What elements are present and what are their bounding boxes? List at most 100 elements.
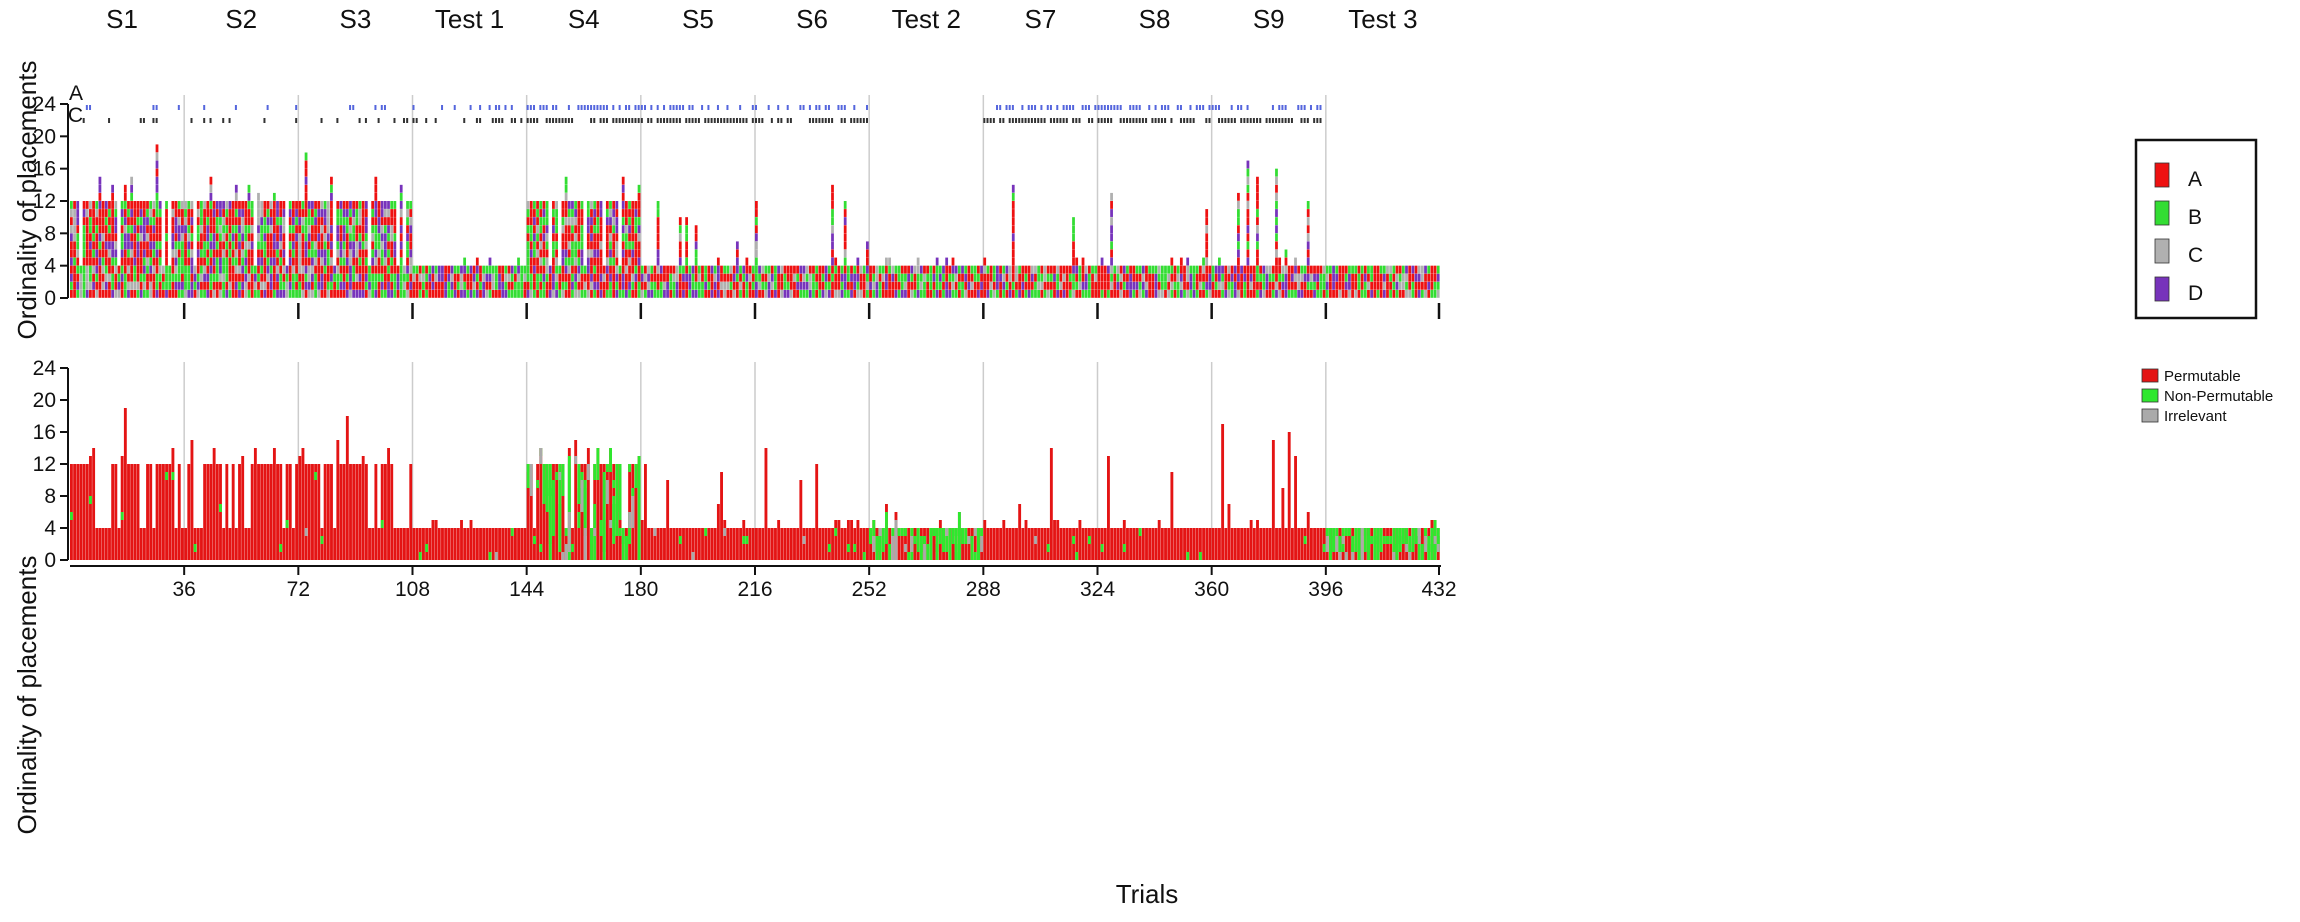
trial-cell bbox=[1110, 233, 1113, 242]
marker-c bbox=[513, 118, 516, 123]
trial-cell bbox=[355, 241, 359, 250]
trial-segment bbox=[1354, 528, 1358, 536]
trial-cell bbox=[1081, 289, 1085, 298]
trial-cell bbox=[1227, 273, 1231, 282]
trial-cell bbox=[1065, 281, 1069, 290]
trial-cell bbox=[311, 281, 314, 290]
marker-c bbox=[434, 118, 437, 123]
trial-cell bbox=[812, 265, 815, 274]
trial-cell bbox=[1278, 281, 1282, 290]
trial-cell bbox=[615, 201, 619, 209]
trial-cell bbox=[304, 289, 308, 298]
marker-c bbox=[691, 118, 694, 123]
legend-swatch bbox=[2141, 388, 2159, 403]
trial-cell bbox=[266, 249, 270, 258]
trial-segment bbox=[583, 512, 587, 560]
trial-cell bbox=[996, 289, 999, 298]
trial-cell bbox=[907, 273, 910, 282]
marker-c bbox=[634, 118, 637, 123]
trial-cell bbox=[1256, 257, 1259, 266]
trial-bar bbox=[1224, 528, 1228, 560]
trial-cell bbox=[980, 289, 983, 298]
trial-cell bbox=[1018, 281, 1021, 290]
trial-cell bbox=[1059, 273, 1063, 282]
trial-cell bbox=[142, 257, 146, 266]
trial-segment bbox=[529, 464, 533, 496]
trial-bar bbox=[342, 464, 346, 560]
trial-cell bbox=[149, 281, 153, 290]
trial-cell bbox=[685, 241, 689, 250]
trial-cell bbox=[1411, 281, 1415, 290]
trial-cell bbox=[1278, 265, 1282, 274]
trial-cell bbox=[111, 249, 114, 258]
trial-cell bbox=[831, 249, 834, 258]
trial-cell bbox=[580, 281, 584, 290]
trial-bar bbox=[1189, 528, 1193, 560]
trial-bar bbox=[815, 464, 819, 560]
trial-cell bbox=[228, 257, 232, 266]
trial-cell bbox=[1275, 273, 1278, 282]
trial-segment bbox=[418, 552, 422, 560]
trial-cell bbox=[1018, 273, 1021, 282]
trial-cell bbox=[621, 273, 625, 282]
trial-cell bbox=[526, 201, 530, 209]
trial-cell bbox=[805, 289, 809, 298]
trial-cell bbox=[964, 281, 968, 290]
trial-cell bbox=[187, 217, 191, 226]
trial-cell bbox=[885, 289, 888, 298]
trial-bar bbox=[1091, 528, 1095, 560]
trial-cell bbox=[637, 217, 641, 226]
trial-cell bbox=[288, 273, 292, 282]
trial-bar bbox=[900, 528, 904, 560]
trial-cell bbox=[564, 257, 568, 266]
trial-cell bbox=[358, 281, 362, 290]
marker-c bbox=[1021, 118, 1024, 123]
trial-cell bbox=[304, 225, 308, 234]
marker-c bbox=[1072, 118, 1075, 123]
trial-bar bbox=[1275, 528, 1278, 560]
trial-cell bbox=[269, 289, 273, 298]
trial-cell bbox=[238, 241, 241, 250]
trial-bar bbox=[238, 464, 241, 560]
trial-cell bbox=[123, 201, 127, 209]
trial-bar bbox=[371, 528, 375, 560]
trial-segment bbox=[980, 528, 984, 552]
trial-bar bbox=[821, 528, 825, 560]
trial-cell bbox=[1145, 273, 1148, 282]
trial-cell bbox=[1344, 289, 1348, 298]
trial-cell bbox=[593, 217, 597, 226]
trial-bar bbox=[707, 528, 711, 560]
trial-cell bbox=[345, 249, 349, 258]
trial-cell bbox=[361, 241, 365, 250]
trial-bar bbox=[161, 464, 165, 560]
marker-c bbox=[320, 118, 323, 123]
trial-bar bbox=[396, 528, 400, 560]
trial-cell bbox=[456, 289, 460, 298]
trial-bar bbox=[672, 528, 676, 560]
trial-cell bbox=[79, 289, 83, 298]
trial-cell bbox=[428, 273, 432, 282]
trial-bar bbox=[1078, 520, 1082, 560]
legend-label: D bbox=[2188, 282, 2203, 305]
trial-cell bbox=[260, 273, 264, 282]
trial-cell bbox=[231, 233, 235, 242]
trial-cell bbox=[1259, 265, 1263, 274]
trial-cell bbox=[231, 241, 235, 250]
trial-cell bbox=[1246, 265, 1250, 274]
trial-cell bbox=[98, 217, 102, 226]
trial-cell bbox=[1008, 273, 1012, 282]
trial-cell bbox=[127, 289, 130, 298]
trial-bar bbox=[989, 528, 993, 560]
trial-cell bbox=[755, 273, 758, 282]
trial-cell bbox=[564, 281, 568, 290]
trial-cell bbox=[209, 225, 213, 234]
trial-cell bbox=[441, 289, 444, 298]
trial-cell bbox=[650, 265, 654, 274]
trial-cell bbox=[349, 201, 352, 209]
trial-segment bbox=[954, 528, 958, 536]
trial-segment bbox=[618, 528, 622, 536]
marker-c bbox=[406, 118, 409, 123]
trial-cell bbox=[1287, 273, 1291, 282]
trial-cell bbox=[364, 233, 368, 242]
trial-cell bbox=[228, 273, 232, 282]
